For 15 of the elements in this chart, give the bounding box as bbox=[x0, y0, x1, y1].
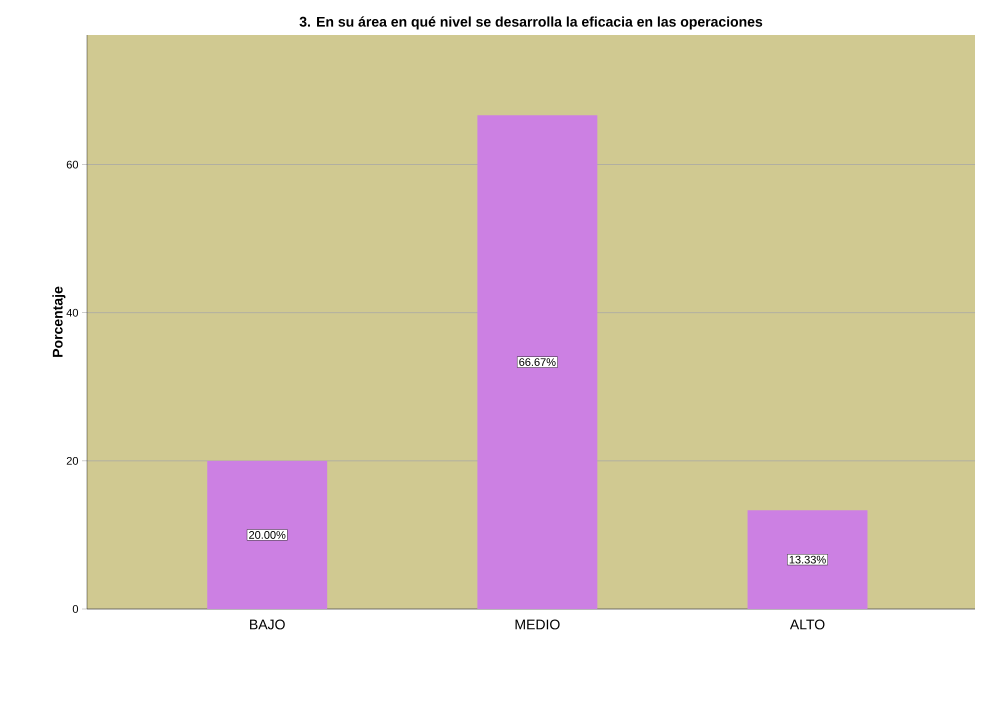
x-tick-label: BAJO bbox=[250, 620, 285, 630]
bar bbox=[477, 115, 598, 609]
x-tick-label: ALTO bbox=[790, 620, 824, 630]
data-label: 66.67% bbox=[519, 358, 556, 366]
y-axis-title: Porcentaje bbox=[52, 286, 66, 357]
x-tick-label: MEDIO bbox=[516, 620, 560, 630]
y-tick-label: 40 bbox=[66, 308, 78, 317]
chart-title: 3. En su área en qué nivel se desarrolla la eficacia en las operaciones bbox=[300, 16, 762, 30]
data-label: 13.33% bbox=[790, 556, 826, 564]
data-label: 20.00% bbox=[249, 531, 286, 539]
y-tick-label: 60 bbox=[66, 160, 78, 168]
y-tick-label: 20 bbox=[66, 456, 78, 465]
bar bbox=[748, 510, 868, 609]
bar bbox=[207, 460, 328, 609]
y-tick-label: 0 bbox=[72, 605, 78, 613]
